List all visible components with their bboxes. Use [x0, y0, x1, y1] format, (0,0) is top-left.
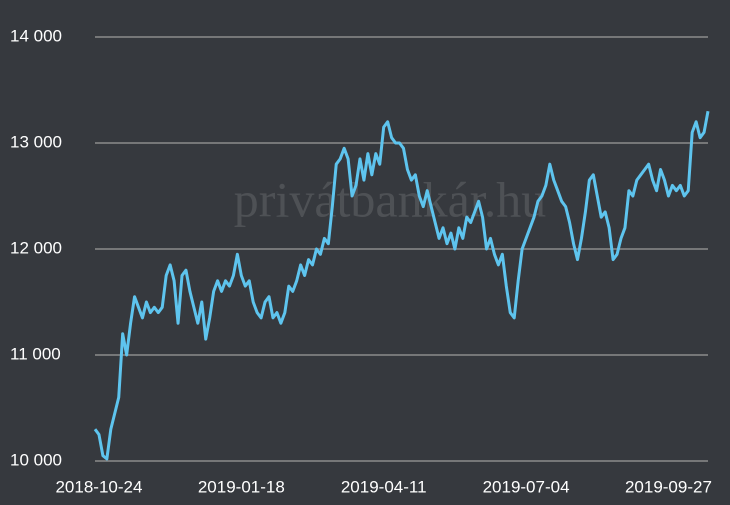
x-tick-label: 2019-01-18 [198, 477, 285, 496]
watermark: privátbankár.hu [234, 171, 546, 227]
y-tick-label: 10 000 [10, 450, 62, 469]
x-tick-label: 2019-09-27 [625, 477, 712, 496]
y-tick-label: 13 000 [10, 132, 62, 151]
x-tick-label: 2018-10-24 [55, 477, 142, 496]
x-tick-label: 2019-07-04 [483, 477, 570, 496]
y-tick-label: 11 000 [10, 344, 61, 363]
line-series [93, 110, 710, 461]
y-tick-label: 14 000 [10, 26, 62, 45]
y-tick-label: 12 000 [10, 238, 62, 257]
x-tick-label: 2019-04-11 [341, 477, 427, 496]
